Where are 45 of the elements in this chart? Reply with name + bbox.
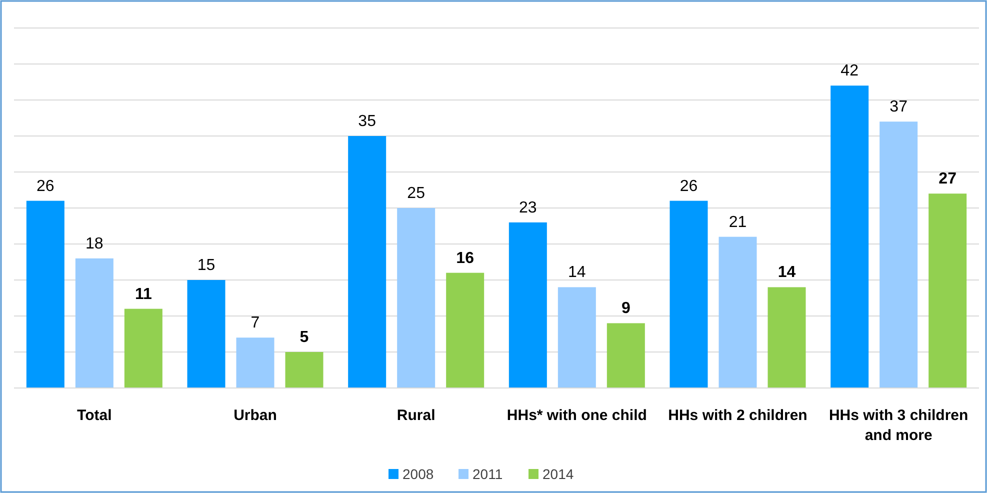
data-label: 11 — [134, 286, 152, 303]
bar — [446, 272, 484, 388]
bar — [75, 258, 114, 388]
legend-label: 2011 — [472, 466, 503, 482]
data-label: 23 — [519, 199, 537, 216]
data-label: 18 — [86, 235, 104, 252]
data-label: 14 — [568, 264, 586, 282]
data-label: 26 — [36, 178, 54, 195]
bar — [928, 194, 967, 388]
data-label: 27 — [938, 170, 957, 188]
bar — [508, 222, 547, 388]
bar — [718, 236, 757, 388]
legend-label: 2008 — [402, 466, 434, 482]
data-label: 25 — [407, 185, 426, 202]
bar — [124, 308, 162, 388]
x-tick-label: Rural — [396, 407, 436, 424]
x-tick-label: HHs with 2 children — [668, 407, 808, 424]
data-label: 9 — [621, 300, 630, 318]
x-tick-label: HHs with 3 children and more — [828, 407, 968, 444]
data-label: 15 — [197, 257, 216, 274]
x-tick-label: Total — [77, 407, 112, 424]
bar — [880, 122, 918, 388]
legend-label: 2014 — [542, 466, 574, 482]
bar — [187, 280, 226, 388]
data-label: 7 — [250, 314, 260, 332]
bar — [26, 200, 64, 388]
bar — [606, 323, 645, 388]
data-label: 16 — [456, 250, 474, 267]
data-label: 14 — [778, 264, 796, 282]
bar — [236, 338, 274, 388]
data-label: 37 — [890, 98, 908, 116]
bar — [397, 208, 436, 388]
bar — [830, 86, 869, 388]
data-label: 26 — [680, 178, 698, 195]
x-tick-label: HHs* with one child — [506, 407, 647, 424]
bar — [348, 136, 386, 388]
data-label: 42 — [840, 62, 859, 80]
x-tick-label: Urban — [234, 407, 277, 424]
data-label: 5 — [300, 329, 309, 346]
bar — [768, 287, 806, 388]
bar — [670, 200, 708, 388]
bar — [558, 287, 596, 388]
data-label: 21 — [728, 214, 747, 231]
bar — [285, 352, 324, 388]
data-label: 35 — [358, 113, 376, 130]
